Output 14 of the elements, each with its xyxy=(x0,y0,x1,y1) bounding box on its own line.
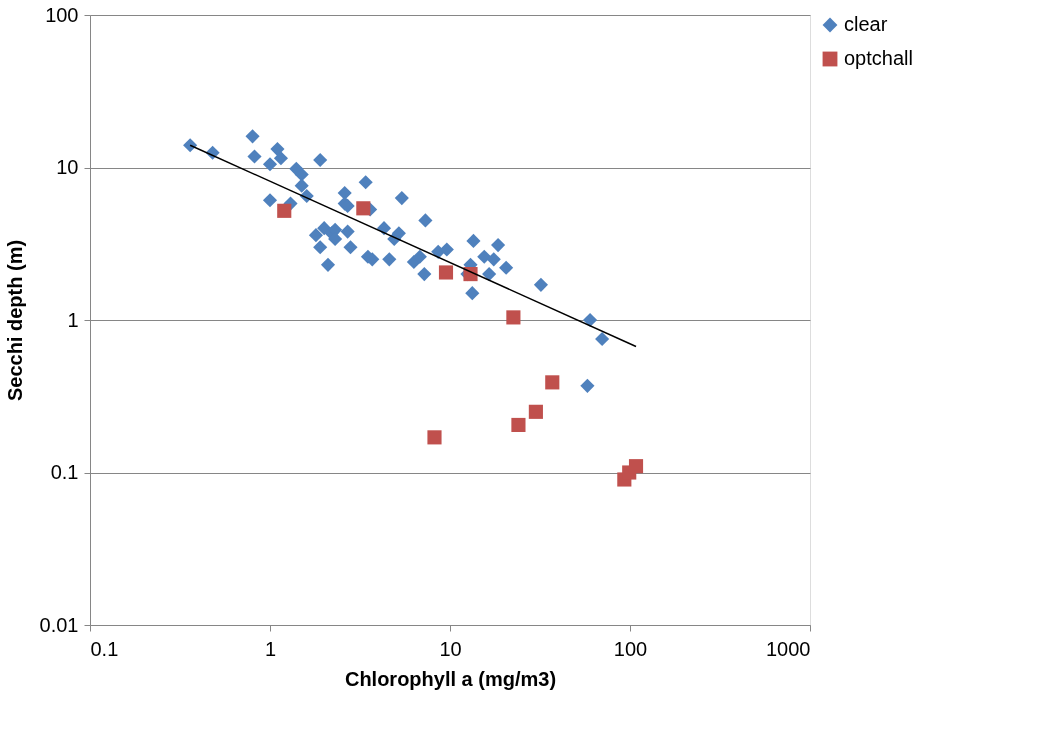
y-tick-label: 1 xyxy=(67,308,79,331)
legend-label: clear xyxy=(844,13,888,35)
y-tick-label: 10 xyxy=(56,156,79,178)
x-tick-label: 10 xyxy=(439,637,462,660)
y-tick-label: 100 xyxy=(45,3,79,26)
x-tick-label: 0.1 xyxy=(90,637,119,660)
legend-label: optchall xyxy=(844,47,913,69)
y-axis-title: Secchi depth (m) xyxy=(3,239,26,402)
y-tick-label: 0.1 xyxy=(50,461,79,483)
y-tick-label: 0.01 xyxy=(39,613,79,636)
x-tick-label: 1 xyxy=(264,637,277,660)
x-tick-label: 1000 xyxy=(766,637,811,660)
x-tick-label: 100 xyxy=(613,637,648,660)
x-axis-title: Chlorophyll a (mg/m3) xyxy=(344,667,557,690)
